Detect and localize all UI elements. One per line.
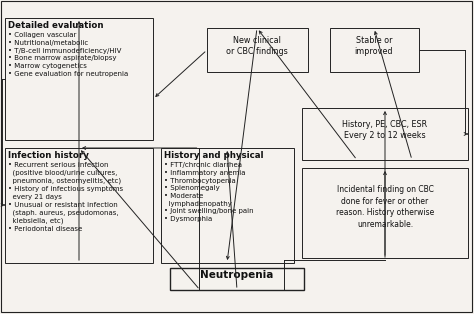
Text: History and physical: History and physical [164, 151, 264, 160]
Text: • Collagen vascular
• Nutritional/metabolic
• T/B-cell immunodeficiency/HIV
• Bo: • Collagen vascular • Nutritional/metabo… [8, 32, 128, 77]
Text: Infection history: Infection history [8, 151, 89, 160]
Text: Neutropenia: Neutropenia [201, 270, 273, 280]
Text: Incidental finding on CBC
done for fever or other
reason. History otherwise
unre: Incidental finding on CBC done for fever… [336, 185, 434, 229]
FancyBboxPatch shape [330, 28, 419, 72]
FancyBboxPatch shape [207, 28, 308, 72]
FancyBboxPatch shape [161, 148, 294, 263]
FancyBboxPatch shape [302, 168, 468, 258]
FancyBboxPatch shape [5, 18, 153, 140]
Text: • Recurrent serious infection
  (positive blood/urine cultures,
  pneumonia, ost: • Recurrent serious infection (positive … [8, 162, 123, 232]
FancyBboxPatch shape [302, 108, 468, 160]
Text: New clinical
or CBC findings: New clinical or CBC findings [226, 36, 288, 56]
FancyBboxPatch shape [5, 148, 153, 263]
Text: History, PE, CBC, ESR
Every 2 to 12 weeks: History, PE, CBC, ESR Every 2 to 12 week… [342, 120, 428, 140]
Text: • FTT/chronic diarrhea
• Inflammatory anemia
• Thrombocytopenia
• Splenomegaly
•: • FTT/chronic diarrhea • Inflammatory an… [164, 162, 254, 222]
Text: Detailed evaluation: Detailed evaluation [8, 21, 103, 30]
FancyBboxPatch shape [170, 268, 304, 290]
Text: Stable or
improved: Stable or improved [355, 36, 393, 56]
